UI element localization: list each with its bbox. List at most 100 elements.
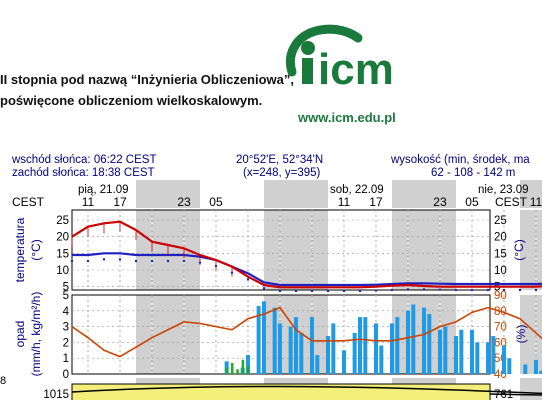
precip-bar xyxy=(288,326,293,374)
precip-bar xyxy=(411,304,416,374)
precip-bar xyxy=(453,336,458,374)
dewpoint-line xyxy=(72,252,542,287)
timezone-right: CEST xyxy=(495,195,528,209)
dewpoint-dot xyxy=(422,288,426,291)
dewpoint-dot xyxy=(454,288,458,292)
hour-label: 17 xyxy=(369,195,383,209)
precip-axis-label: opad xyxy=(13,321,27,348)
precip-bar xyxy=(315,355,320,374)
dewpoint-dot xyxy=(326,289,330,293)
humidity-line xyxy=(71,306,542,358)
dewpoint-dot xyxy=(406,288,410,291)
temperature-line xyxy=(71,220,542,289)
dewpoint-dot xyxy=(390,288,394,292)
precip-bar xyxy=(293,317,298,374)
night-band-precip xyxy=(135,295,200,374)
dewpoint-dot xyxy=(198,261,202,264)
icm-logo-graphic: icm xyxy=(286,24,394,94)
dewpoint-dot xyxy=(86,259,90,263)
hour-label: 11 xyxy=(82,195,95,209)
precip-bar xyxy=(245,355,250,374)
day-label: nie, 23.09 xyxy=(478,184,529,196)
dewpoint-dot xyxy=(294,289,298,293)
day-label: pią, 21.09 xyxy=(78,184,129,196)
precip-bar xyxy=(539,370,542,374)
temp-axis-unit-right: (°C) xyxy=(512,239,526,260)
night-band-temp xyxy=(263,210,328,290)
logo-dot xyxy=(301,41,315,55)
temp-tick-right: 15 xyxy=(494,248,507,260)
website-link[interactable]: www.icm.edu.pl xyxy=(298,110,396,125)
night-band-pressure xyxy=(519,378,542,400)
banner-line-1: II stopnia pod nazwą “Inżynieria Oblicze… xyxy=(0,72,294,87)
snow-bar xyxy=(241,359,245,374)
snow-bar xyxy=(236,369,239,374)
temp-panel-frame xyxy=(71,209,491,291)
snow-bar xyxy=(246,366,250,374)
night-band-temp xyxy=(519,210,542,290)
precip-bar xyxy=(469,329,474,374)
hour-label: 23 xyxy=(177,195,191,209)
precip-bar xyxy=(501,345,506,374)
coords-text: 20°52'E, 52°34'N xyxy=(236,154,324,166)
pressure-tick-left: 1015 xyxy=(43,389,69,400)
dewpoint-dot xyxy=(310,289,314,293)
temp-axis-label: temperatura xyxy=(13,217,27,282)
temp-tick-left: 5 xyxy=(63,282,69,294)
precip-bar xyxy=(357,317,362,374)
precip-bar xyxy=(389,323,394,374)
precip-bar xyxy=(533,359,538,374)
precip-bar xyxy=(437,329,442,374)
night-band-top xyxy=(391,180,456,208)
precip-bar xyxy=(395,317,400,374)
dewpoint-dot xyxy=(118,258,122,261)
precip-tick-left: 1 xyxy=(63,353,69,365)
logo-stem xyxy=(302,58,313,84)
precip-tick-left: 5 xyxy=(63,290,69,302)
hour-label: 23 xyxy=(433,195,447,209)
precip-bar xyxy=(363,317,368,374)
dewpoint-dot xyxy=(470,288,474,292)
precip-bar xyxy=(272,307,277,374)
icm-logo[interactable]: icm xyxy=(278,12,413,102)
precip-bar xyxy=(325,336,330,374)
hour-label: 05 xyxy=(465,195,479,209)
dewpoint-dot xyxy=(262,287,266,290)
precip-bar xyxy=(256,306,261,374)
banner-line-2: poświęcone obliczeniom wielkoskalowym. xyxy=(0,93,263,108)
precip-bar xyxy=(427,313,432,374)
sunrise-text: wschód słońca: 06:22 CEST xyxy=(12,154,157,166)
precip-bar xyxy=(309,317,314,374)
logo-swoosh xyxy=(286,24,363,77)
precip-bar xyxy=(373,323,378,374)
precip-bar xyxy=(379,345,384,374)
sunset-text: zachód słońca: 18:38 CEST xyxy=(12,167,155,179)
dewpoint-dot xyxy=(534,288,538,292)
precip-bar xyxy=(299,332,304,374)
day-label: sob, 22.09 xyxy=(330,184,384,196)
hour-label: 11 xyxy=(338,195,351,209)
dewpoint-dot xyxy=(358,289,362,293)
dewpoint-dot xyxy=(278,289,282,293)
precip-tick-left: 2 xyxy=(63,337,69,349)
dewpoint-dot xyxy=(438,288,442,291)
night-band-top xyxy=(263,180,328,208)
precip-bar xyxy=(459,329,464,374)
grid-text: (x=248, y=395) xyxy=(243,167,321,179)
meteogram-marks xyxy=(70,220,542,396)
elevation-values: 62 - 108 - 142 m xyxy=(431,167,516,179)
precip-bar xyxy=(261,301,266,374)
temp-axis-unit: (°C) xyxy=(29,239,43,260)
partial-left-label: 8 xyxy=(0,375,6,387)
night-band-temp xyxy=(391,210,456,290)
dewpoint-dot xyxy=(150,259,154,263)
precip-bar xyxy=(475,342,480,374)
hour-label: 11 xyxy=(530,195,542,209)
precip-bar xyxy=(491,336,496,374)
dewpoint-dot xyxy=(374,289,378,292)
temp-tick-right: 25 xyxy=(494,215,507,227)
dewpoint-dot xyxy=(214,264,218,268)
temp-tick-left: 15 xyxy=(56,248,69,260)
precip-bar xyxy=(421,307,426,374)
